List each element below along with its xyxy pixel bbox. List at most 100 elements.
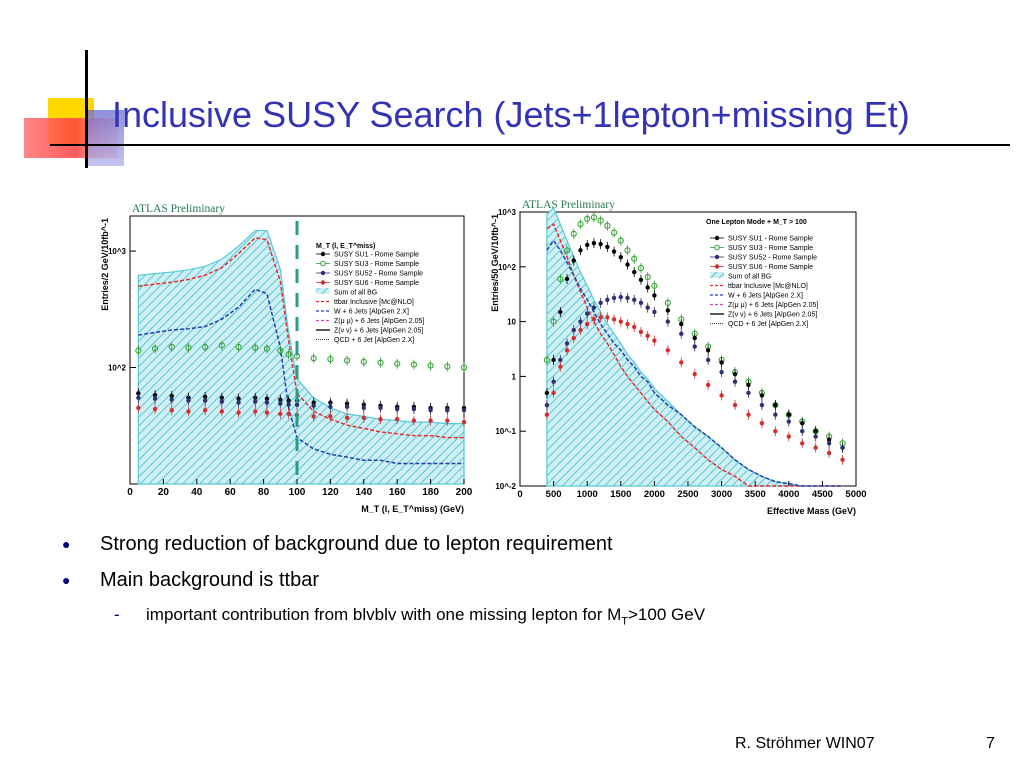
point-su52 — [611, 295, 617, 301]
point-su52 — [294, 402, 300, 407]
x-tick-label: 1000 — [577, 489, 598, 500]
legend-entry: Z(ν ν) + 6 Jets [AlpGen 2.05] — [710, 312, 817, 319]
x-tick-label: 3500 — [745, 489, 766, 500]
legend-entry: Sum of all BG — [710, 272, 771, 281]
point-su6 — [786, 434, 791, 439]
y-axis-label: Entries/2 GeV/10fb^-1 — [100, 218, 110, 311]
point-su3 — [624, 247, 631, 254]
point-su6 — [253, 409, 258, 414]
point-su3 — [394, 360, 401, 367]
point-su6 — [395, 417, 400, 422]
point-su1 — [625, 262, 630, 267]
legend-label: QCD + 6 Jet [AlpGen 2.X] — [728, 321, 808, 328]
point-su52 — [264, 400, 270, 405]
point-su3 — [310, 355, 317, 362]
point-su6 — [202, 408, 208, 413]
slide-title: Inclusive SUSY Search (Jets+1lepton+miss… — [112, 94, 910, 135]
legend-marker — [714, 235, 720, 241]
point-su6 — [591, 317, 597, 322]
legend-entry: Z(μ μ) + 6 Jets [AlpGen 2.05] — [710, 302, 818, 309]
point-su52 — [361, 405, 366, 411]
legend-entry: ttbar Inclusive [Mc@NLO] — [316, 299, 414, 306]
point-su6 — [544, 412, 550, 417]
x-tick-label: 5000 — [845, 489, 866, 500]
point-su6 — [746, 412, 751, 417]
point-su3 — [584, 215, 591, 222]
point-su3 — [577, 221, 584, 228]
legend-marker — [320, 270, 326, 276]
x-tick-label: 500 — [546, 489, 562, 500]
point-su6 — [638, 329, 644, 335]
point-su52 — [826, 441, 832, 446]
legend-entry: SUSY SU3 - Rome Sample — [710, 244, 813, 252]
legend-marker — [320, 251, 326, 257]
x-tick-label: 4500 — [812, 489, 833, 500]
point-su52 — [692, 344, 697, 349]
series-line-w6jets — [546, 239, 843, 487]
point-su6 — [840, 457, 845, 463]
legend-label: SUSY SU1 - Rome Sample — [728, 236, 813, 243]
point-su52 — [679, 331, 684, 336]
point-su3 — [168, 343, 175, 351]
footer-author: R. Ströhmer WIN07 — [735, 735, 875, 752]
point-su6 — [679, 360, 684, 365]
point-su3 — [263, 345, 271, 352]
point-su52 — [652, 309, 657, 315]
x-tick-label: 2500 — [677, 489, 698, 500]
legend-entry: SUSY SU6 - Rome Sample — [710, 264, 813, 271]
point-su3 — [637, 264, 645, 272]
point-su52 — [585, 311, 590, 316]
legend-marker — [714, 264, 720, 269]
point-su52 — [665, 319, 671, 324]
chart-title: One Lepton Mode + M_T > 100 — [706, 219, 807, 226]
point-su3 — [550, 318, 557, 325]
legend-entry: W + 6 Jets [AlpGen 2.X] — [710, 293, 803, 300]
point-su6 — [759, 420, 765, 426]
point-su52 — [551, 379, 556, 384]
x-tick-label: 180 — [422, 487, 439, 498]
atlas-watermark: ATLAS Preliminary — [522, 199, 615, 211]
point-su52 — [598, 300, 603, 306]
legend-label: ttbar Inclusive [Mc@NLO] — [728, 283, 808, 290]
y-tick-label: 10^2 — [498, 263, 517, 272]
point-su3 — [460, 364, 468, 371]
point-su52 — [378, 405, 383, 411]
point-su1 — [638, 277, 644, 282]
legend-entry: ttbar Inclusive [Mc@NLO] — [710, 283, 808, 290]
legend-label: SUSY SU52 - Rome Sample — [728, 255, 817, 262]
x-tick-label: 0 — [127, 487, 133, 498]
point-su1 — [578, 248, 583, 253]
sub-bullet-subscript: T — [621, 615, 628, 628]
x-tick-label: 140 — [355, 487, 372, 498]
point-su52 — [591, 305, 597, 310]
legend-entry: SUSY SU52 - Rome Sample — [316, 271, 423, 278]
point-su52 — [571, 327, 576, 333]
point-su6 — [328, 414, 333, 419]
point-su6 — [605, 315, 610, 320]
sub-bullet-dash-icon: - — [114, 605, 120, 624]
point-su52 — [564, 341, 570, 346]
point-su52 — [786, 419, 791, 424]
point-su6 — [186, 409, 191, 414]
point-su6 — [571, 335, 576, 341]
point-su6 — [632, 324, 637, 330]
point-su3 — [252, 344, 259, 351]
legend-marker — [714, 254, 720, 260]
point-su1 — [645, 285, 650, 290]
legend-swatch — [710, 272, 724, 278]
point-su3 — [410, 361, 417, 368]
x-tick-label: 100 — [289, 487, 306, 498]
x-tick-label: 1500 — [610, 489, 631, 500]
legend-entry: SUSY SU1 - Rome Sample — [710, 236, 813, 243]
point-su6 — [826, 450, 832, 456]
point-su1 — [564, 276, 570, 282]
series-line-w6jets — [138, 288, 464, 465]
point-su3 — [444, 363, 451, 370]
legend-label: Sum of all BG — [728, 274, 771, 281]
y-axis-label: Entries/50 GeV/10fb^-1 — [490, 214, 500, 312]
point-su52 — [632, 297, 637, 302]
point-su6 — [611, 317, 617, 322]
point-su52 — [578, 319, 583, 324]
point-su6 — [286, 411, 291, 417]
